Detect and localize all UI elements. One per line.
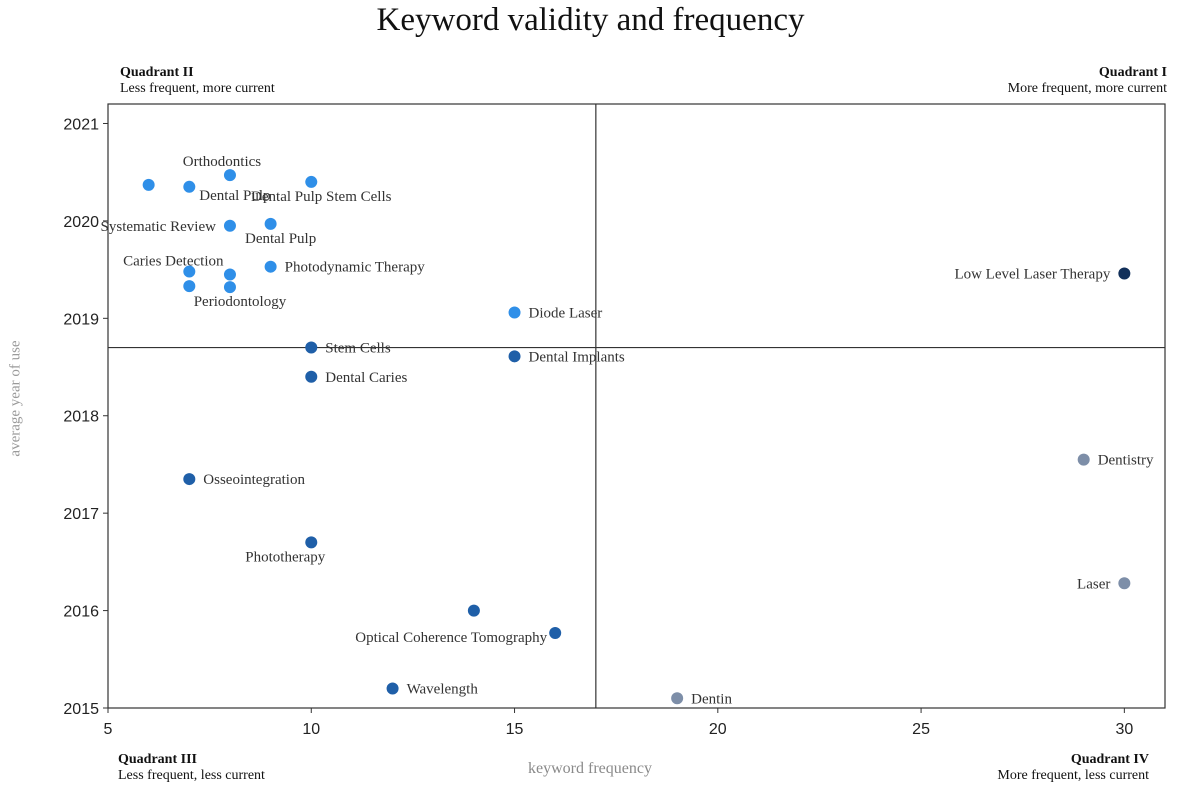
quadrant-iii-caption: Quadrant III Less frequent, less current (118, 752, 265, 784)
x-tick-label: 5 (104, 721, 113, 738)
y-tick-label: 2015 (63, 701, 99, 718)
plot-frame (107, 103, 1166, 709)
data-point-label: Systematic Review (101, 219, 217, 235)
data-point (508, 350, 521, 363)
quadrant-i-caption: Quadrant I More frequent, more current (1008, 65, 1167, 97)
y-tick-label: 2018 (63, 409, 99, 426)
data-point-label: Dentin (691, 691, 732, 707)
data-point-label: Optical Coherence Tomography (355, 630, 547, 646)
data-point-label: Low Level Laser Therapy (954, 267, 1110, 283)
data-point (183, 473, 196, 486)
data-point-label: Dentistry (1098, 453, 1154, 469)
data-point (1077, 453, 1090, 466)
quadrant-ii-desc: Less frequent, more current (120, 81, 275, 96)
data-point-label: Stem Cells (325, 341, 391, 357)
data-point-label: Periodontology (194, 294, 287, 310)
data-point-label: Wavelength (407, 682, 479, 698)
quadrant-iv-name: Quadrant IV (1070, 752, 1149, 767)
quadrant-iv-desc: More frequent, less current (997, 768, 1149, 783)
data-point-label: Dental Pulp (245, 231, 316, 247)
x-axis-label: keyword frequency (528, 760, 652, 777)
quadrant-iii-name: Quadrant III (118, 752, 197, 767)
y-tick-label: 2021 (63, 116, 99, 133)
data-point-label: Phototherapy (245, 549, 325, 565)
data-point-label: Laser (1077, 576, 1110, 592)
data-point-label: Dental Pulp (199, 188, 270, 204)
data-point (305, 175, 318, 188)
quadrant-ii-name: Quadrant II (120, 65, 194, 80)
data-point (467, 604, 480, 617)
data-point-label: Dental Caries (325, 370, 407, 386)
y-tick-label: 2017 (63, 506, 99, 523)
data-point (305, 536, 318, 549)
y-tick-label: 2019 (63, 311, 99, 328)
data-point-label: Dental Pulp Stem Cells (251, 189, 392, 205)
data-point-label: Dental Implants (529, 349, 625, 365)
chart-title: Keyword validity and frequency (376, 2, 805, 38)
data-point (183, 265, 196, 278)
data-point (264, 217, 277, 230)
quadrant-i-name: Quadrant I (1098, 65, 1167, 80)
y-tick-label: 2020 (63, 214, 99, 231)
data-point (223, 219, 236, 232)
data-point (508, 306, 521, 319)
data-point (1118, 577, 1131, 590)
data-point (223, 281, 236, 294)
data-point (305, 341, 318, 354)
data-point (223, 268, 236, 281)
quadrant-i-desc: More frequent, more current (1007, 81, 1167, 96)
data-point (183, 280, 196, 293)
data-point (549, 626, 562, 639)
data-point (1118, 267, 1131, 280)
quadrant-iii-desc: Less frequent, less current (118, 768, 265, 783)
x-tick-label: 30 (1115, 721, 1133, 738)
data-point (223, 169, 236, 182)
data-point-label: Caries Detection (123, 254, 224, 270)
data-point-label: Orthodontics (183, 154, 261, 170)
data-point-label: Diode Laser (529, 305, 603, 321)
y-tick-label: 2016 (63, 604, 99, 621)
x-tick-label: 15 (506, 721, 524, 738)
data-point-label: Osseointegration (203, 472, 305, 488)
quadrant-iv-caption: Quadrant IV More frequent, less current (997, 752, 1149, 784)
data-point (264, 260, 277, 273)
x-tick-label: 10 (302, 721, 320, 738)
data-point (671, 692, 684, 705)
data-point (142, 178, 155, 191)
data-point (305, 370, 318, 383)
quadrant-ii-caption: Quadrant II Less frequent, more current (120, 65, 275, 97)
data-point-label: Photodynamic Therapy (285, 260, 426, 276)
x-tick-label: 20 (709, 721, 727, 738)
data-point (386, 682, 399, 695)
data-point (183, 180, 196, 193)
x-tick-label: 25 (912, 721, 930, 738)
